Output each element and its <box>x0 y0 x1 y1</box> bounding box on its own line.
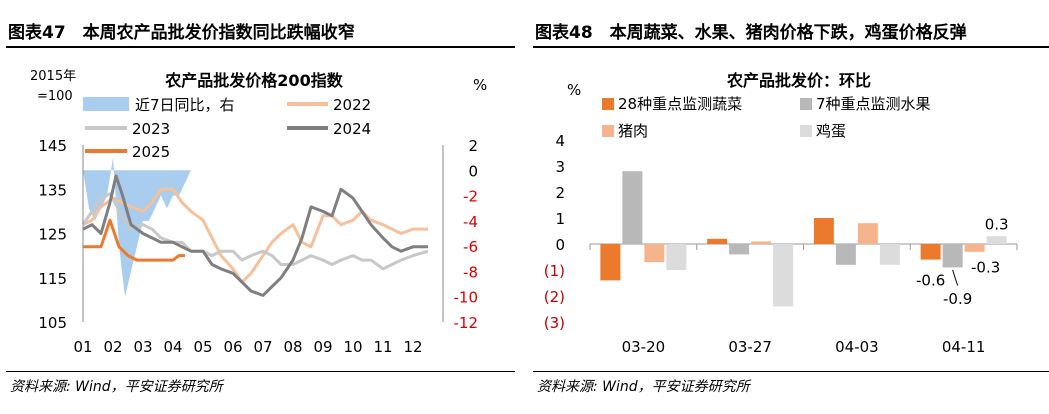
bar-4-04-11 <box>986 236 1007 244</box>
line-2023 <box>81 192 429 271</box>
xtick-label: 04-03 <box>835 338 879 356</box>
right-ytick-label: 2 <box>555 184 565 202</box>
legend-label-2023: 2023 <box>132 120 170 138</box>
left-ytick-label: 125 <box>38 226 67 244</box>
xtick-label: 03 <box>133 338 152 356</box>
left-yaxis-unit-line1: 2015年 <box>30 69 76 84</box>
bar-2-03-20 <box>622 171 643 244</box>
right-chart-title: 农产品批发价：环比 <box>726 71 871 90</box>
bar-1-04-11 <box>920 244 941 260</box>
data-label-3: -0.3 <box>971 259 1000 277</box>
right-ytick-label: (1) <box>544 262 565 280</box>
legend-label-2024: 2024 <box>333 120 371 138</box>
left-footer-source: 资料来源: Wind，平安证券研究所 <box>10 379 223 395</box>
legend-swatch-area <box>83 97 129 111</box>
line-2024 <box>82 174 428 297</box>
legend-label-2: 7种重点监测水果 <box>816 95 931 113</box>
xtick-label: 07 <box>253 338 272 356</box>
left-yaxis-unit-line2: =100 <box>37 89 73 104</box>
bar-2-03-27 <box>729 244 750 255</box>
xtick-label: 04-11 <box>942 338 986 356</box>
bar-3-03-27 <box>751 241 772 244</box>
right-ytick-label: 0 <box>555 236 565 254</box>
right-header-rule <box>533 46 1049 48</box>
xtick-label: 10 <box>343 338 362 356</box>
bar-4-04-03 <box>879 244 900 265</box>
xtick-label: 08 <box>283 338 302 356</box>
right-ytick-label: 3 <box>555 158 565 176</box>
bar-1-03-27 <box>707 238 728 244</box>
legend-label-4: 鸡蛋 <box>816 122 846 140</box>
bar-3-04-03 <box>857 223 878 244</box>
data-label-leader <box>952 269 959 286</box>
bar-2-04-11 <box>942 244 963 268</box>
bar-1-03-20 <box>600 244 621 281</box>
bar-4-03-27 <box>773 244 794 307</box>
left-yaxis-right-unit: % <box>473 76 487 94</box>
legend-swatch-2 <box>800 98 812 110</box>
data-label-2: -0.9 <box>943 290 972 308</box>
right-ytick-label: -4 <box>463 213 478 231</box>
right-ytick-label: -6 <box>463 238 478 256</box>
legend-swatch-1 <box>602 98 614 110</box>
xtick-label: 01 <box>73 338 92 356</box>
bar-1-04-03 <box>813 218 834 244</box>
right-ytick-label: 2 <box>468 137 478 155</box>
bar-2-04-03 <box>835 244 856 265</box>
left-ytick-label: 145 <box>38 137 67 155</box>
xtick-label: 09 <box>313 338 332 356</box>
left-ytick-label: 115 <box>38 270 67 288</box>
left-header: 图表47 本周农产品批发价指数同比跌幅收窄 <box>6 14 515 48</box>
left-chart: 农产品批发价格200指数 2015年 =100% 105 115 125 135 145 2 0 -… <box>30 69 487 356</box>
xtick-label: 06 <box>223 338 242 356</box>
right-ytick-label: -10 <box>454 289 479 307</box>
legend-swatch-4 <box>800 125 812 137</box>
left-panel: 图表47 本周农产品批发价指数同比跌幅收窄 农产品批发价格200指数 2015年 =… <box>0 0 515 414</box>
legend-swatch-3 <box>602 125 614 137</box>
left-header-title: 图表47 本周农产品批发价指数同比跌幅收窄 <box>8 23 355 43</box>
bar-3-03-20 <box>644 244 665 263</box>
legend-label-2025: 2025 <box>132 143 170 161</box>
xtick-label: 03-20 <box>622 338 666 356</box>
right-ytick-label: 4 <box>555 132 565 150</box>
left-ytick-label: 135 <box>38 181 67 199</box>
right-ytick-label: (2) <box>544 288 565 306</box>
data-label-4: 0.3 <box>985 216 1009 234</box>
line-2025 <box>83 218 185 262</box>
xtick-label: 03-27 <box>728 338 772 356</box>
legend-label-area: 近7日同比，右 <box>135 96 235 114</box>
data-label-1: -0.6 <box>916 272 945 290</box>
right-ytick-label: -2 <box>463 188 478 206</box>
bar-3-04-11 <box>964 244 985 252</box>
left-header-rule <box>6 46 515 48</box>
right-footer-source: 资料来源: Wind，平安证券研究所 <box>537 379 750 395</box>
legend-label-3: 猪肉 <box>618 122 648 140</box>
right-yaxis-unit: % <box>567 81 581 99</box>
right-ytick-label: 0 <box>468 162 478 180</box>
right-header: 图表48 本周蔬菜、水果、猪肉价格下跌，鸡蛋价格反弹 <box>533 14 1049 48</box>
bar-4-03-20 <box>666 244 687 270</box>
right-ytick-label: (3) <box>544 314 565 332</box>
xtick-label: 02 <box>103 338 122 356</box>
xtick-label: 04 <box>163 338 182 356</box>
left-footer-rule <box>6 371 515 372</box>
right-header-title: 图表48 本周蔬菜、水果、猪肉价格下跌，鸡蛋价格反弹 <box>535 23 967 43</box>
right-ytick-label: 1 <box>555 210 565 228</box>
left-ytick-label: 105 <box>38 314 67 332</box>
legend-label-2022: 2022 <box>333 96 371 114</box>
xtick-label: 05 <box>193 338 212 356</box>
legend-label-1: 28种重点监测蔬菜 <box>618 95 742 113</box>
right-panel: 图表48 本周蔬菜、水果、猪肉价格下跌，鸡蛋价格反弹 农产品批发价：环比% 28种… <box>527 0 1049 414</box>
xtick-label: 12 <box>403 338 422 356</box>
right-footer-rule <box>533 371 1049 372</box>
right-ytick-label: -12 <box>454 314 479 332</box>
left-chart-title: 农产品批发价格200指数 <box>164 71 343 90</box>
right-ytick-label: -8 <box>463 263 478 281</box>
xtick-label: 11 <box>373 338 392 356</box>
